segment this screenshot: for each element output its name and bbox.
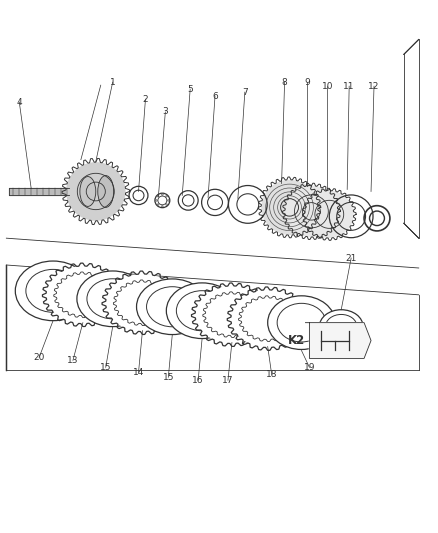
Ellipse shape — [157, 196, 159, 197]
Ellipse shape — [166, 196, 167, 197]
Ellipse shape — [166, 204, 167, 205]
Text: 16: 16 — [192, 376, 204, 385]
Ellipse shape — [46, 266, 120, 324]
Ellipse shape — [98, 175, 114, 207]
Ellipse shape — [137, 279, 208, 335]
Text: 17: 17 — [222, 376, 234, 385]
Text: K2: K2 — [288, 334, 305, 347]
Ellipse shape — [157, 204, 159, 205]
Ellipse shape — [80, 176, 96, 206]
Ellipse shape — [285, 185, 338, 237]
Text: 2: 2 — [143, 94, 148, 103]
Text: 9: 9 — [304, 78, 310, 87]
Ellipse shape — [195, 286, 268, 343]
Text: 4: 4 — [17, 98, 22, 107]
Text: 8: 8 — [282, 78, 287, 87]
Ellipse shape — [166, 283, 238, 338]
Ellipse shape — [162, 206, 163, 207]
Polygon shape — [305, 322, 371, 358]
Text: 6: 6 — [212, 92, 218, 101]
Ellipse shape — [77, 271, 148, 327]
Text: 5: 5 — [187, 85, 193, 94]
Text: 15: 15 — [162, 373, 174, 382]
Ellipse shape — [261, 180, 318, 235]
Text: 7: 7 — [242, 87, 248, 96]
Ellipse shape — [319, 310, 363, 343]
Text: 18: 18 — [266, 370, 277, 379]
Text: 21: 21 — [346, 254, 357, 263]
Ellipse shape — [66, 162, 126, 221]
Ellipse shape — [155, 200, 157, 201]
Text: 1: 1 — [110, 78, 116, 87]
Ellipse shape — [167, 200, 169, 201]
Text: 13: 13 — [67, 356, 79, 365]
Ellipse shape — [15, 261, 91, 321]
Ellipse shape — [231, 290, 304, 348]
Text: 3: 3 — [162, 108, 168, 117]
Text: 14: 14 — [133, 368, 144, 377]
Ellipse shape — [305, 191, 353, 238]
Ellipse shape — [268, 296, 335, 350]
Ellipse shape — [106, 274, 179, 332]
Text: 15: 15 — [100, 363, 112, 372]
Text: 20: 20 — [33, 353, 45, 362]
Ellipse shape — [162, 194, 163, 196]
Text: 11: 11 — [343, 82, 355, 91]
Text: 10: 10 — [321, 82, 333, 91]
Text: 19: 19 — [304, 363, 315, 372]
Text: 12: 12 — [368, 82, 380, 91]
